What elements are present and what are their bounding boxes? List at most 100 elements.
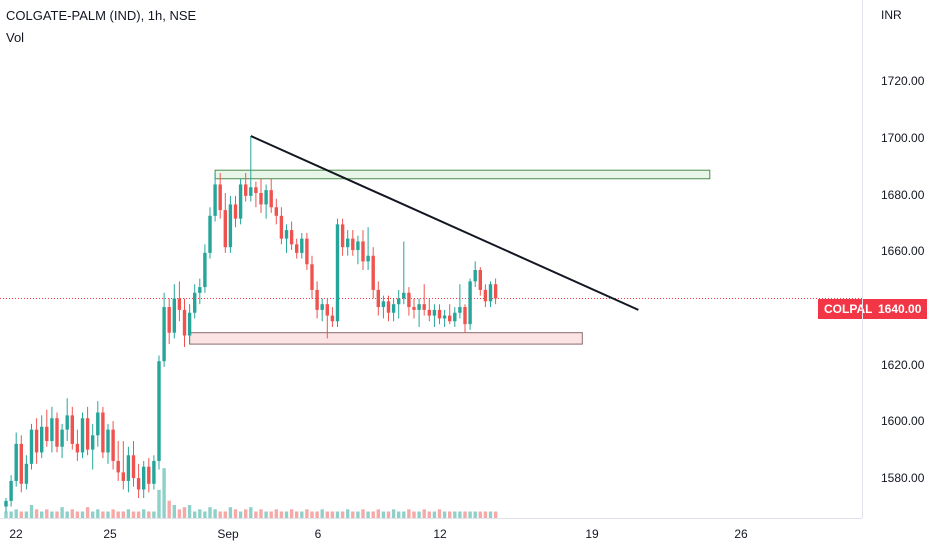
volume-bar [488, 511, 493, 518]
time-axis[interactable]: 22 25 Sep 6 12 19 26 [0, 518, 862, 551]
volume-bar [381, 511, 386, 518]
volume-bar [4, 511, 8, 518]
time-tick-label: Sep [217, 527, 239, 541]
volume-bar [295, 511, 299, 518]
volume-bar [478, 511, 482, 518]
candle-body [478, 269, 482, 290]
volume-bar [351, 511, 355, 518]
candle-body [50, 418, 54, 442]
candle-body [432, 309, 437, 316]
volume-bar [142, 509, 146, 518]
candle-body [147, 466, 151, 484]
candle-body [177, 298, 182, 310]
volume-bar [45, 509, 49, 518]
volume-bar [218, 511, 222, 518]
support-zone [189, 332, 583, 345]
candle-body [152, 460, 156, 484]
volume-bar [121, 511, 125, 518]
volume-bar [85, 507, 90, 518]
volume-bar [126, 509, 131, 518]
volume-bar [80, 511, 85, 518]
candle-body [172, 298, 176, 333]
volume-bar [417, 511, 421, 518]
volume-bar [193, 511, 197, 518]
candle-body [325, 304, 329, 316]
volume-bar [269, 511, 273, 518]
volume-bar [172, 505, 176, 518]
volume-bar [233, 509, 238, 518]
candle-body [101, 412, 105, 453]
candle-body [29, 429, 34, 464]
volume-bar [264, 511, 268, 518]
candle-body [315, 289, 319, 310]
volume-bar [24, 511, 29, 518]
volume-bar [60, 507, 64, 518]
candle-body [269, 190, 273, 208]
volume-bar [249, 507, 253, 518]
volume-bar [422, 509, 426, 518]
volume-bar [162, 468, 166, 518]
candle-body [111, 429, 115, 461]
candle-body [351, 238, 355, 251]
price-tick-label: 1620.00 [881, 358, 925, 372]
volume-bar [371, 511, 375, 518]
candle-body [448, 315, 452, 322]
volume-bar [397, 511, 401, 518]
volume-bar [213, 509, 217, 518]
volume-bar [131, 511, 136, 518]
candle-body [254, 187, 258, 194]
candle-body [391, 304, 396, 313]
candle-body [193, 292, 197, 313]
volume-label: Vol [6, 30, 25, 45]
candle-body [493, 284, 498, 299]
candle-body [453, 312, 457, 322]
candle-body [218, 184, 222, 211]
volume-bar [289, 509, 294, 518]
volume-bar [29, 505, 34, 518]
volume-bar [91, 511, 95, 518]
volume-bar [361, 509, 365, 518]
candle-body [473, 269, 477, 282]
price-axis[interactable]: INR 1720.00 1700.00 1680.00 1660.00 1620… [862, 0, 932, 518]
candle-body [289, 230, 294, 245]
candle-body [412, 307, 416, 310]
candle-body [162, 307, 166, 362]
candle-body [116, 460, 120, 473]
candle-body [259, 193, 263, 205]
volume-bar [228, 507, 233, 518]
volume-bar [244, 509, 248, 518]
resistance-zone [214, 169, 711, 180]
volume-bar [366, 511, 370, 518]
candle-body [55, 418, 59, 447]
time-tick-label: 19 [585, 527, 599, 541]
candle-body [244, 184, 248, 196]
volume-bar [279, 511, 284, 518]
candle-body [305, 238, 309, 265]
volume-bar [223, 511, 227, 518]
candle-body [274, 207, 278, 216]
volume-bar [412, 511, 416, 518]
volume-bar [346, 509, 350, 518]
candle-body [361, 241, 365, 262]
price-tick-label: 1700.00 [881, 131, 925, 145]
chart-title: COLGATE-PALM (IND), 1h, NSE [6, 8, 197, 23]
candle-body [463, 307, 467, 325]
chart-area[interactable]: COLGATE-PALM (IND), 1h, NSE Vol COLPAL [0, 0, 879, 518]
candle-body [65, 415, 69, 430]
candle-body [386, 301, 391, 313]
time-tick-label: 22 [9, 527, 23, 541]
volume-bar [473, 511, 477, 518]
volume-bar [106, 511, 110, 518]
candle-body [300, 238, 304, 253]
candle-body [295, 244, 299, 253]
candle-body [167, 307, 171, 333]
volume-bar [208, 507, 212, 518]
candle-body [182, 309, 187, 336]
volume-bar [407, 509, 411, 518]
candle-body [40, 426, 44, 453]
candle-body [208, 215, 212, 253]
last-price-tag: 1640.00 [872, 299, 928, 319]
candle-body [407, 292, 411, 308]
candle-body [187, 312, 192, 336]
candle-body [376, 289, 380, 308]
